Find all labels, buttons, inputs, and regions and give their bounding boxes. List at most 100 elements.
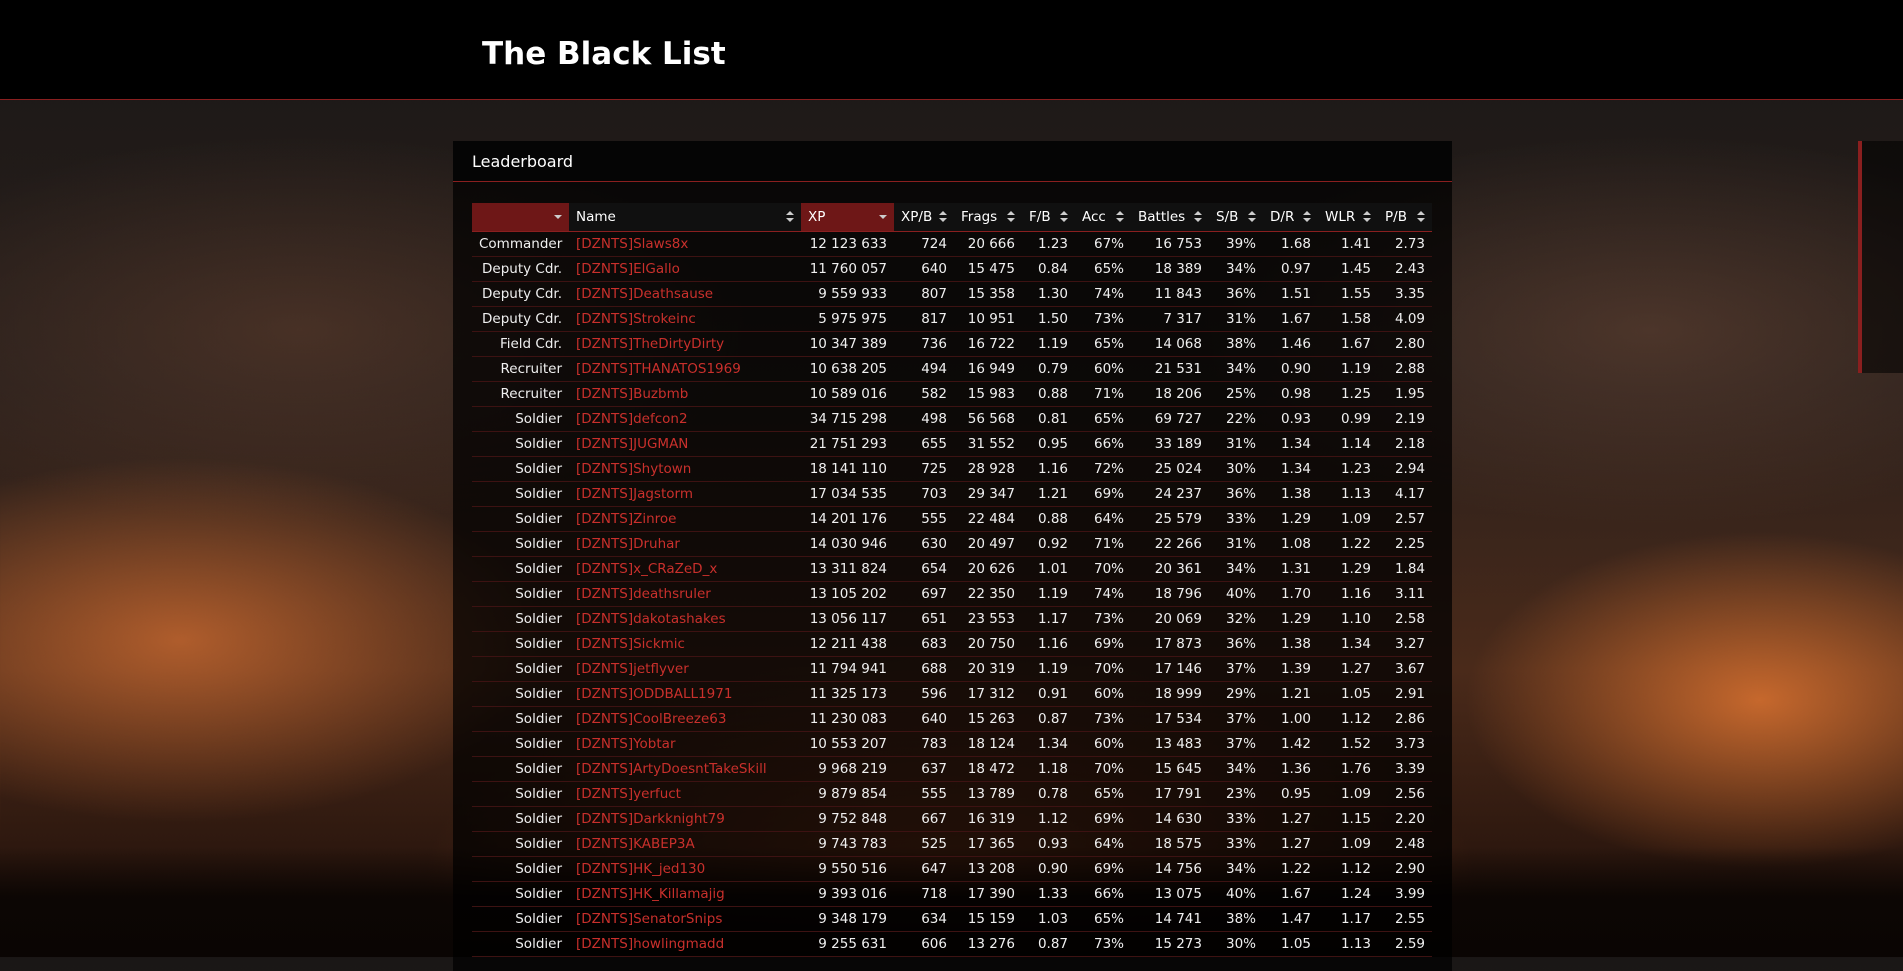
player-name-link[interactable]: [DZNTS]dakotashakes (569, 606, 801, 632)
player-name-link[interactable]: [DZNTS]TheDirtyDirty (569, 331, 801, 357)
stat-cell: 15 983 (954, 381, 1022, 407)
stat-cell: 14 756 (1131, 856, 1209, 882)
player-name-link[interactable]: [DZNTS]Slaws8x (569, 231, 801, 257)
stat-cell: 30% (1209, 931, 1263, 957)
player-name-link[interactable]: [DZNTS]ArtyDoesntTakeSkill (569, 756, 801, 782)
table-row: Soldier [DZNTS]Shytown 18 141 110 725 28 928… (472, 456, 1432, 482)
stat-cell: 9 752 848 (801, 806, 894, 832)
stat-cell: 1.12 (1318, 706, 1378, 732)
player-name-link[interactable]: [DZNTS]ElGallo (569, 256, 801, 282)
player-name-link[interactable]: [DZNTS]Jagstorm (569, 481, 801, 507)
stat-cell: 73% (1075, 606, 1131, 632)
stat-cell: 1.03 (1022, 906, 1075, 932)
column-header[interactable]: P/B (1378, 203, 1432, 232)
player-name-link[interactable]: [DZNTS]JUGMAN (569, 431, 801, 457)
stat-cell: 11 760 057 (801, 256, 894, 282)
stat-cell: 32% (1209, 606, 1263, 632)
rank-cell: Soldier (472, 856, 569, 882)
table-row: Soldier [DZNTS]deathsruler 13 105 202 697 22… (472, 581, 1432, 607)
stat-cell: 1.84 (1378, 556, 1432, 582)
stat-cell: 56 568 (954, 406, 1022, 432)
stat-cell: 703 (894, 481, 954, 507)
stat-cell: 25 579 (1131, 506, 1209, 532)
stat-cell: 4.09 (1378, 306, 1432, 332)
player-name-link[interactable]: [DZNTS]ODDBALL1971 (569, 681, 801, 707)
stat-cell: 2.90 (1378, 856, 1432, 882)
stat-cell: 9 393 016 (801, 881, 894, 907)
column-header[interactable]: S/B (1209, 203, 1263, 232)
stat-cell: 69% (1075, 806, 1131, 832)
stat-cell: 22 266 (1131, 531, 1209, 557)
stat-cell: 17 146 (1131, 656, 1209, 682)
column-header[interactable]: F/B (1022, 203, 1075, 232)
stat-cell: 1.34 (1263, 456, 1318, 482)
stat-cell: 1.05 (1318, 681, 1378, 707)
stat-cell: 1.46 (1263, 331, 1318, 357)
column-header[interactable]: WLR (1318, 203, 1378, 232)
rank-cell: Soldier (472, 581, 569, 607)
stat-cell: 18 472 (954, 756, 1022, 782)
rank-cell: Soldier (472, 931, 569, 957)
rank-cell: Deputy Cdr. (472, 256, 569, 282)
player-name-link[interactable]: [DZNTS]jetflyver (569, 656, 801, 682)
player-name-link[interactable]: [DZNTS]Sickmic (569, 631, 801, 657)
column-header[interactable]: D/R (1263, 203, 1318, 232)
player-name-link[interactable]: [DZNTS]HK_jed130 (569, 856, 801, 882)
stat-cell: 1.67 (1263, 881, 1318, 907)
rank-cell: Deputy Cdr. (472, 281, 569, 307)
stat-cell: 498 (894, 406, 954, 432)
stat-cell: 0.84 (1022, 256, 1075, 282)
player-name-link[interactable]: [DZNTS]HK_Killamajig (569, 881, 801, 907)
stat-cell: 15 263 (954, 706, 1022, 732)
player-name-link[interactable]: [DZNTS]SenatorSnips (569, 906, 801, 932)
player-name-link[interactable]: [DZNTS]defcon2 (569, 406, 801, 432)
stat-cell: 1.13 (1318, 481, 1378, 507)
rank-cell: Soldier (472, 756, 569, 782)
player-name-link[interactable]: [DZNTS]KABEP3A (569, 831, 801, 857)
stat-cell: 1.51 (1263, 281, 1318, 307)
stat-cell: 2.80 (1378, 331, 1432, 357)
table-row: Soldier [DZNTS]Yobtar 10 553 207 783 18 124 1… (472, 731, 1432, 757)
player-name-link[interactable]: [DZNTS]THANATOS1969 (569, 356, 801, 382)
stat-cell: 66% (1075, 881, 1131, 907)
stat-cell: 1.22 (1263, 856, 1318, 882)
player-name-link[interactable]: [DZNTS]CoolBreeze63 (569, 706, 801, 732)
column-header[interactable]: Name (569, 203, 801, 232)
stat-cell: 36% (1209, 481, 1263, 507)
player-name-link[interactable]: [DZNTS]Zinroe (569, 506, 801, 532)
stat-cell: 0.99 (1318, 406, 1378, 432)
column-header[interactable]: Battles (1131, 203, 1209, 232)
stat-cell: 17 312 (954, 681, 1022, 707)
stat-cell: 65% (1075, 781, 1131, 807)
player-name-link[interactable]: [DZNTS]howlingmadd (569, 931, 801, 957)
player-name-link[interactable]: [DZNTS]Deathsause (569, 281, 801, 307)
player-name-link[interactable]: [DZNTS]Buzbmb (569, 381, 801, 407)
column-header[interactable]: Acc (1075, 203, 1131, 232)
player-name-link[interactable]: [DZNTS]Strokeinc (569, 306, 801, 332)
player-name-link[interactable]: [DZNTS]yerfuct (569, 781, 801, 807)
stat-cell: 9 879 854 (801, 781, 894, 807)
stat-cell: 21 751 293 (801, 431, 894, 457)
stat-cell: 9 348 179 (801, 906, 894, 932)
column-header[interactable]: Frags (954, 203, 1022, 232)
table-row: Soldier [DZNTS]JUGMAN 21 751 293 655 31 552 0… (472, 431, 1432, 457)
column-header[interactable]: XP (801, 203, 894, 232)
player-name-link[interactable]: [DZNTS]deathsruler (569, 581, 801, 607)
player-name-link[interactable]: [DZNTS]Darkknight79 (569, 806, 801, 832)
column-header[interactable]: XP/B (894, 203, 954, 232)
rank-cell: Commander (472, 231, 569, 257)
stat-cell: 71% (1075, 381, 1131, 407)
player-name-link[interactable]: [DZNTS]Shytown (569, 456, 801, 482)
stat-cell: 64% (1075, 831, 1131, 857)
stat-cell: 11 325 173 (801, 681, 894, 707)
player-name-link[interactable]: [DZNTS]Druhar (569, 531, 801, 557)
stat-cell: 817 (894, 306, 954, 332)
rank-filter[interactable] (472, 203, 569, 232)
table-row: Soldier [DZNTS]HK_Killamajig 9 393 016 718 1… (472, 881, 1432, 907)
leaderboard-table: Name XP XP/B Frags F/B Acc Battles S/B D/R WLR P/B… (472, 203, 1432, 957)
table-row: Deputy Cdr. [DZNTS]Strokeinc 5 975 975 817 1… (472, 306, 1432, 332)
player-name-link[interactable]: [DZNTS]x_CRaZeD_x (569, 556, 801, 582)
stat-cell: 1.33 (1022, 881, 1075, 907)
player-name-link[interactable]: [DZNTS]Yobtar (569, 731, 801, 757)
stat-cell: 1.31 (1263, 556, 1318, 582)
